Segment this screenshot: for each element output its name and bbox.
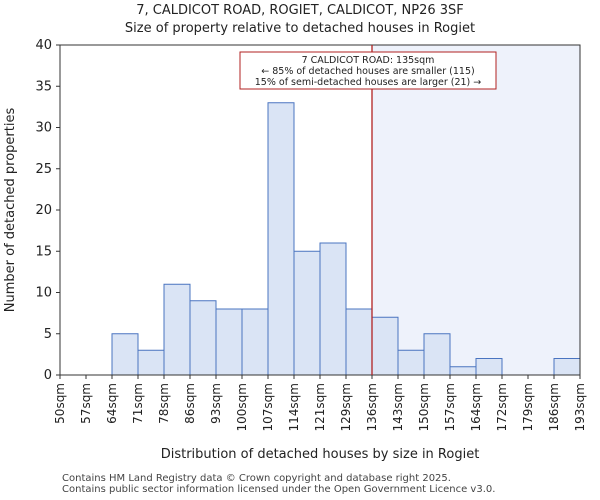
x-tick-label: 64sqm bbox=[105, 383, 119, 424]
larger-region-shade bbox=[372, 45, 580, 375]
y-tick-label: 30 bbox=[35, 121, 52, 136]
bar bbox=[215, 308, 243, 376]
x-tick-label: 136sqm bbox=[365, 383, 379, 431]
y-tick-label: 35 bbox=[35, 79, 52, 94]
x-tick-label: 150sqm bbox=[417, 383, 431, 431]
bar bbox=[371, 316, 399, 376]
bar bbox=[397, 349, 425, 376]
x-tick-label: 71sqm bbox=[131, 383, 145, 424]
y-tick-label: 5 bbox=[44, 327, 52, 342]
y-axis-label: Number of detached properties bbox=[3, 108, 18, 313]
bar bbox=[319, 242, 347, 376]
y-tick-label: 40 bbox=[35, 38, 52, 53]
x-tick-label: 114sqm bbox=[287, 383, 301, 431]
x-tick-label: 93sqm bbox=[209, 383, 223, 424]
x-tick-label: 143sqm bbox=[391, 383, 405, 431]
y-tick-label: 25 bbox=[35, 162, 52, 177]
x-tick-label: 86sqm bbox=[183, 383, 197, 424]
annotation-box bbox=[239, 51, 497, 90]
bar bbox=[267, 102, 295, 376]
x-tick-label: 193sqm bbox=[573, 383, 587, 431]
bar bbox=[163, 283, 191, 376]
annotation-line: 7 CALDICOT ROAD: 135sqm bbox=[302, 55, 435, 66]
bar bbox=[345, 308, 373, 376]
x-tick-label: 50sqm bbox=[53, 383, 67, 424]
footer-line-2: Contains public sector information licen… bbox=[62, 484, 496, 495]
bar bbox=[241, 308, 269, 376]
x-tick-label: 100sqm bbox=[235, 383, 249, 431]
bar bbox=[293, 250, 321, 376]
x-axis-label: Distribution of detached houses by size … bbox=[161, 447, 480, 462]
x-tick-label: 57sqm bbox=[79, 383, 93, 424]
bar bbox=[423, 333, 451, 376]
y-tick-label: 10 bbox=[35, 286, 52, 301]
chart-title: 7, CALDICOT ROAD, ROGIET, CALDICOT, NP26… bbox=[136, 3, 464, 18]
x-tick-label: 78sqm bbox=[157, 383, 171, 424]
annotation-line: ← 85% of detached houses are smaller (11… bbox=[261, 66, 474, 77]
x-tick-label: 164sqm bbox=[469, 383, 483, 431]
bar bbox=[137, 349, 165, 376]
x-tick-label: 172sqm bbox=[495, 383, 509, 431]
x-tick-label: 121sqm bbox=[313, 383, 327, 431]
bar bbox=[449, 366, 477, 376]
bar bbox=[189, 300, 217, 376]
bar bbox=[553, 358, 581, 376]
x-tick-label: 179sqm bbox=[521, 383, 535, 431]
x-tick-label: 107sqm bbox=[261, 383, 275, 431]
footer-line-1: Contains HM Land Registry data © Crown c… bbox=[62, 473, 451, 484]
bar bbox=[111, 333, 139, 376]
y-tick-label: 0 bbox=[44, 368, 52, 383]
x-tick-label: 129sqm bbox=[339, 383, 353, 431]
chart-subtitle: Size of property relative to detached ho… bbox=[124, 21, 476, 36]
x-tick-label: 157sqm bbox=[443, 383, 457, 431]
y-tick-label: 15 bbox=[35, 244, 52, 259]
y-tick-label: 20 bbox=[35, 203, 52, 218]
bar bbox=[475, 358, 503, 376]
annotation-line: 15% of semi-detached houses are larger (… bbox=[255, 77, 482, 88]
x-tick-label: 186sqm bbox=[547, 383, 561, 431]
